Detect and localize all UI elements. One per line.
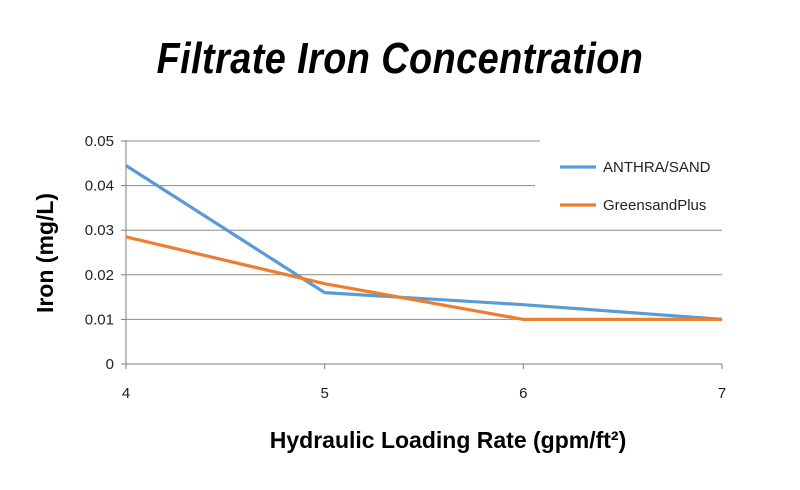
y-axis-title: Iron (mg/L) [32,193,58,313]
y-tick-label: 0.01 [85,311,114,328]
axes [125,140,722,365]
chart-title: Filtrate Iron Concentration [156,34,644,83]
x-tick-label: 6 [519,385,527,402]
x-tick-label: 7 [718,385,726,402]
x-axis-ticks: 4 5 6 7 [122,364,726,402]
y-tick-label: 0.03 [85,222,114,239]
series-lines [125,164,723,321]
legend-label-greensandplus: GreensandPlus [603,197,706,214]
x-axis-title: Hydraulic Loading Rate (gpm/ft²) [270,427,627,453]
y-tick-label: 0.04 [85,178,114,195]
legend-label-anthra-sand: ANTHRA/SAND [603,159,711,176]
series-line-greensandplus [125,235,722,321]
x-tick-label: 5 [320,385,328,402]
series-line-anthra-sand [125,164,723,321]
x-tick-label: 4 [122,385,130,402]
y-tick-label: 0.05 [85,133,114,150]
legend: ANTHRA/SAND GreensandPlus [560,159,711,214]
y-tick-label: 0 [106,356,114,373]
y-axis-ticks: 0 0.01 0.02 0.03 0.04 0.05 [85,133,126,373]
y-tick-label: 0.02 [85,267,114,284]
